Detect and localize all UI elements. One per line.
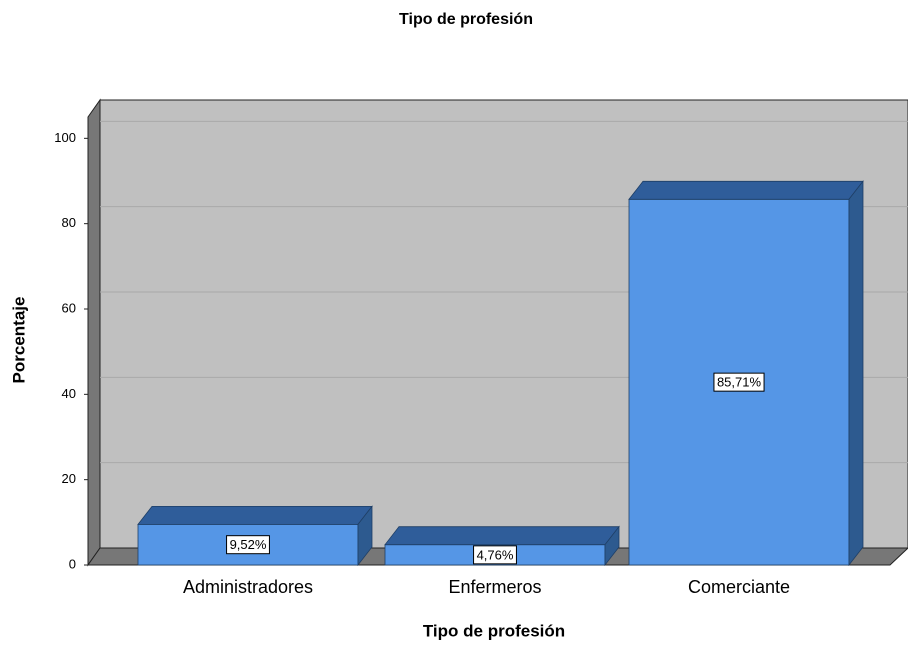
x-tick-label: Enfermeros (448, 577, 541, 597)
value-label: 85,71% (717, 375, 762, 390)
y-tick-label: 60 (62, 300, 76, 315)
bar-side (604, 525, 620, 567)
y-tick-label: 100 (54, 130, 76, 145)
y-tick-label: 0 (69, 556, 76, 571)
y-tick-label: 80 (62, 215, 76, 230)
bar-side (357, 505, 373, 567)
value-label: 4,76% (477, 547, 514, 562)
bar-side (848, 180, 864, 567)
bar-top (384, 526, 620, 546)
value-label-box (226, 535, 270, 555)
x-tick-label: Administradores (183, 577, 313, 597)
value-label-box (713, 372, 765, 392)
side-wall (87, 98, 101, 567)
y-tick-label: 20 (62, 471, 76, 486)
chart-title: Tipo de profesión (399, 11, 533, 28)
x-axis-title: Tipo de profesión (423, 621, 565, 640)
bar-top (628, 180, 864, 200)
y-axis-title: Porcentaje (9, 297, 28, 384)
value-label: 9,52% (230, 537, 267, 552)
bar-top (137, 505, 373, 525)
value-label-box (473, 545, 517, 565)
y-tick-label: 40 (62, 386, 76, 401)
x-tick-label: Comerciante (688, 577, 790, 597)
